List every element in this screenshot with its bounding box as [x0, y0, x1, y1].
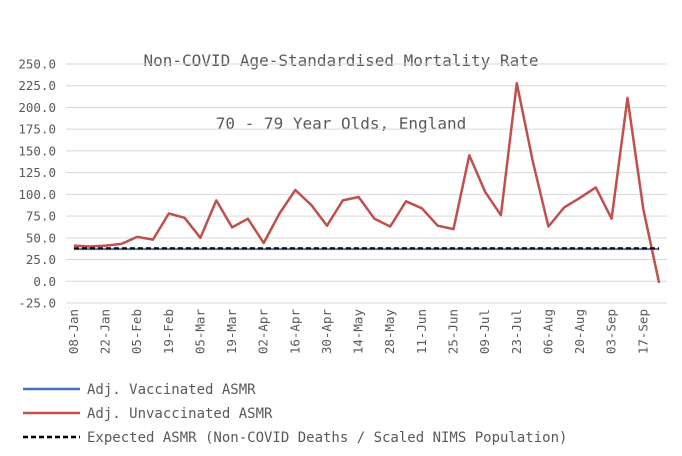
series-lines [73, 81, 661, 284]
gridlines [66, 63, 667, 304]
x-tick-label: 11-Jun [414, 309, 429, 354]
x-tick-label: 19-Mar [224, 309, 239, 355]
chart-title: Non-COVID Age-Standardised Mortality Rat… [0, 8, 682, 176]
y-tick-label: 175.0 [18, 122, 56, 137]
y-tick-label: 200.0 [18, 100, 56, 115]
x-tick-label: 16-Apr [287, 309, 302, 355]
x-tick-label: 05-Feb [129, 309, 144, 354]
y-tick-label: 25.0 [26, 252, 56, 267]
legend: Adj. Vaccinated ASMR Adj. Unvaccinated AS… [23, 382, 567, 446]
y-tick-label: 0.0 [33, 274, 56, 289]
x-tick-label: 25-Jun [445, 309, 460, 354]
y-tick-label: 50.0 [26, 230, 56, 245]
y-tick-label: 125.0 [18, 165, 56, 180]
x-tick-label: 02-Apr [256, 309, 271, 355]
chart-subtitle: 70 - 79 Year Olds, England [215, 114, 467, 133]
x-tick-label: 20-Aug [572, 309, 587, 354]
x-tick-label: 03-Sep [604, 309, 619, 354]
y-tick-label: 100.0 [18, 187, 56, 202]
x-tick-label: 06-Aug [540, 309, 555, 354]
x-tick-label: 28-May [382, 309, 397, 355]
x-tick-label: 14-May [351, 309, 366, 355]
y-tick-label: 250.0 [18, 57, 56, 72]
y-tick-label: 150.0 [18, 143, 56, 158]
x-tick-label: 09-Jul [477, 309, 492, 354]
chart-title-line1: Non-COVID Age-Standardised Mortality Rat… [143, 51, 539, 70]
x-axis-tick-labels: 08-Jan 22-Jan 05-Feb 19-Feb 05-Mar 19-Mar 02-A… [66, 309, 650, 355]
x-tick-label: 05-Mar [192, 309, 207, 355]
x-tick-label: 23-Jul [509, 309, 524, 354]
series-line-2 [73, 81, 661, 284]
x-tick-label: 08-Jan [66, 309, 81, 354]
y-tick-label: -25.0 [18, 296, 56, 311]
legend-label-3: Expected ASMR (Non-COVID Deaths / Scaled… [87, 430, 567, 446]
legend-label-1: Adj. Vaccinated ASMR [87, 382, 256, 398]
x-tick-label: 30-Apr [319, 309, 334, 355]
x-tick-label: 17-Sep [635, 309, 650, 354]
legend-label-2: Adj. Unvaccinated ASMR [87, 406, 273, 422]
y-tick-label: 75.0 [26, 209, 56, 224]
x-tick-label: 19-Feb [161, 309, 176, 354]
y-tick-label: 225.0 [18, 78, 56, 93]
x-tick-label: 22-Jan [98, 309, 113, 354]
y-axis-tick-labels: 250.0 225.0 200.0 175.0 150.0 125.0 100.0 75.0 5… [18, 57, 56, 311]
